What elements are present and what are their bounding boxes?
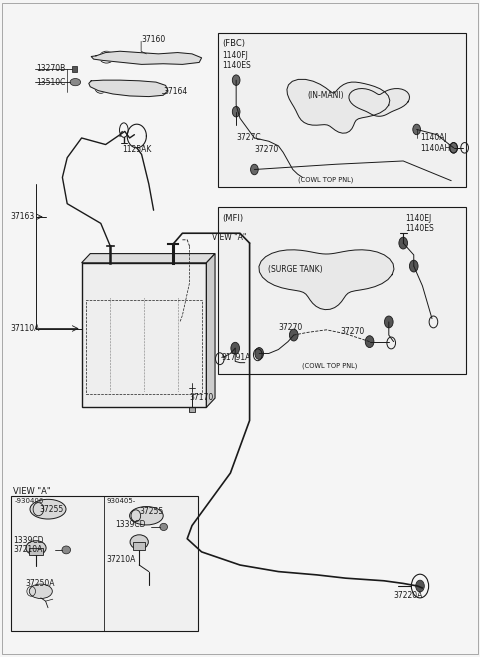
Polygon shape <box>82 254 215 263</box>
Ellipse shape <box>62 546 71 554</box>
Polygon shape <box>89 80 168 97</box>
Bar <box>218 207 466 374</box>
Text: 13510C: 13510C <box>36 78 65 87</box>
Ellipse shape <box>160 523 168 531</box>
Text: 37250A: 37250A <box>25 579 54 588</box>
Ellipse shape <box>130 535 148 549</box>
Text: 37164: 37164 <box>163 87 188 97</box>
Text: 1140EJ: 1140EJ <box>406 214 432 223</box>
Bar <box>82 263 206 407</box>
Text: -930406: -930406 <box>14 497 44 504</box>
Text: (SURGE TANK): (SURGE TANK) <box>268 265 323 274</box>
Circle shape <box>384 316 393 328</box>
Bar <box>218 33 466 187</box>
Text: 37163: 37163 <box>11 212 35 221</box>
Bar <box>86 300 202 394</box>
Bar <box>189 407 195 412</box>
Text: 1140AH: 1140AH <box>420 144 450 153</box>
Circle shape <box>399 237 408 249</box>
Text: 37270: 37270 <box>341 327 365 336</box>
Text: 37110A: 37110A <box>11 324 40 333</box>
Circle shape <box>413 124 420 135</box>
Text: (MFI): (MFI) <box>222 214 243 223</box>
Ellipse shape <box>70 78 81 86</box>
Polygon shape <box>91 51 202 64</box>
Text: 37255: 37255 <box>139 507 164 516</box>
Bar <box>72 66 77 72</box>
Circle shape <box>365 336 374 348</box>
Circle shape <box>232 75 240 85</box>
Circle shape <box>450 143 457 153</box>
Polygon shape <box>349 89 409 116</box>
Text: 37220A: 37220A <box>394 591 423 600</box>
Circle shape <box>416 580 424 592</box>
Text: 1339CD: 1339CD <box>115 520 146 529</box>
Circle shape <box>232 106 240 117</box>
Ellipse shape <box>30 499 66 519</box>
Text: 37170: 37170 <box>190 393 214 402</box>
Circle shape <box>289 329 298 341</box>
Polygon shape <box>259 250 394 309</box>
Text: 37270: 37270 <box>254 145 279 154</box>
Ellipse shape <box>130 507 163 525</box>
Circle shape <box>255 348 264 359</box>
Text: (COWL TOP PNL): (COWL TOP PNL) <box>302 363 358 369</box>
Polygon shape <box>206 254 215 407</box>
Text: VIEW "A": VIEW "A" <box>212 233 247 242</box>
Circle shape <box>409 260 418 272</box>
Circle shape <box>231 342 240 354</box>
Text: 13270B: 13270B <box>36 64 65 74</box>
Text: (COWL TOP PNL): (COWL TOP PNL) <box>298 176 353 183</box>
Bar <box>133 542 145 550</box>
Polygon shape <box>287 79 390 133</box>
Text: (IN-MANI): (IN-MANI) <box>307 91 344 100</box>
Text: 1339CD: 1339CD <box>13 535 44 545</box>
Text: VIEW "A": VIEW "A" <box>13 487 51 496</box>
Text: (FBC): (FBC) <box>222 39 245 48</box>
Ellipse shape <box>29 584 52 599</box>
Bar <box>11 496 198 631</box>
Text: 930405-: 930405- <box>107 497 136 504</box>
Text: 37160: 37160 <box>142 35 166 44</box>
Text: 1140ES: 1140ES <box>406 224 434 233</box>
Text: 37210A: 37210A <box>13 545 43 554</box>
Text: 37210A: 37210A <box>107 555 136 564</box>
Ellipse shape <box>26 541 46 555</box>
Bar <box>29 548 43 555</box>
Text: 37270: 37270 <box>278 323 303 332</box>
Text: 91791A: 91791A <box>222 353 251 362</box>
Text: 3727C: 3727C <box>236 133 261 143</box>
Circle shape <box>251 164 258 175</box>
Text: 1125AK: 1125AK <box>122 145 152 154</box>
Text: 37255: 37255 <box>39 505 64 514</box>
Text: 1140ES: 1140ES <box>222 60 251 70</box>
Text: 1140AJ: 1140AJ <box>420 133 447 143</box>
Text: 1140FJ: 1140FJ <box>222 51 248 60</box>
